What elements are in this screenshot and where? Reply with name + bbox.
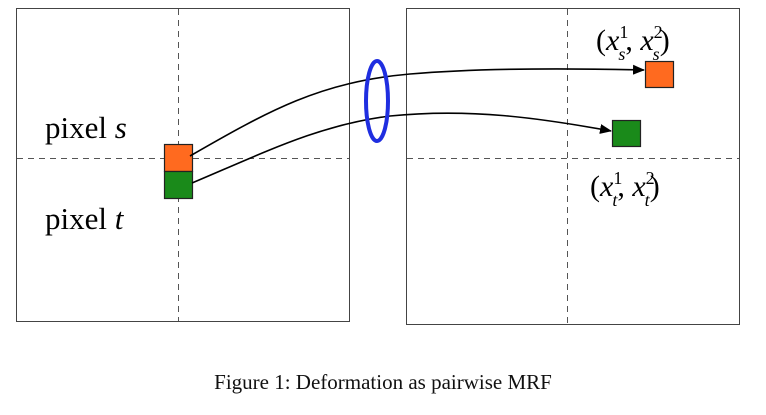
coord-s-x2-sup: 2 xyxy=(654,22,663,42)
coord-t-label: (x1 t, x2 t) xyxy=(590,168,660,210)
coord-t-x2-sub: t xyxy=(645,190,651,210)
coord-t-x2-sup: 2 xyxy=(646,168,655,188)
coord-s-close: ) xyxy=(660,24,670,57)
coord-t-x1-sub: t xyxy=(612,190,618,210)
coord-s-x2-sub: s xyxy=(653,44,660,64)
pixel-s-label-var: s xyxy=(115,110,127,145)
coord-s-sep: , xyxy=(625,24,640,57)
coord-t-x1: x xyxy=(599,170,614,203)
coord-s-x1-sup: 1 xyxy=(619,22,628,42)
left-panel-frame xyxy=(16,8,350,322)
target-t-square xyxy=(611,119,642,148)
pixel-s-label-prefix: pixel xyxy=(45,110,115,145)
pixel-t-label: pixel t xyxy=(45,201,125,236)
coord-s-x1-sub: s xyxy=(618,44,625,64)
right-panel-frame xyxy=(406,8,740,325)
coord-s-x2: x xyxy=(639,24,654,57)
coord-s-label: (x1 s, x2 s) xyxy=(596,22,670,64)
coord-s-open: ( xyxy=(596,24,606,57)
pixel-t-label-prefix: pixel xyxy=(45,201,115,236)
pixel-t-label-var: t xyxy=(115,201,125,236)
arrow-t xyxy=(191,112,612,184)
pixel-s-label: pixel s xyxy=(45,110,127,145)
coord-t-open: ( xyxy=(590,170,600,203)
pixel-t-square xyxy=(163,170,194,200)
arrow-s xyxy=(189,64,645,157)
coord-t-x2: x xyxy=(631,170,646,203)
pairwise-link-ellipse xyxy=(364,59,390,143)
target-s-square xyxy=(644,60,675,89)
figure-caption: Figure 1: Deformation as pairwise MRF xyxy=(214,370,552,394)
coord-t-x1-sup: 1 xyxy=(613,168,622,188)
coord-s-x1: x xyxy=(605,24,620,57)
coord-t-sep: , xyxy=(617,170,632,203)
pixel-s-square xyxy=(163,143,194,173)
coord-t-close: ) xyxy=(650,170,660,203)
